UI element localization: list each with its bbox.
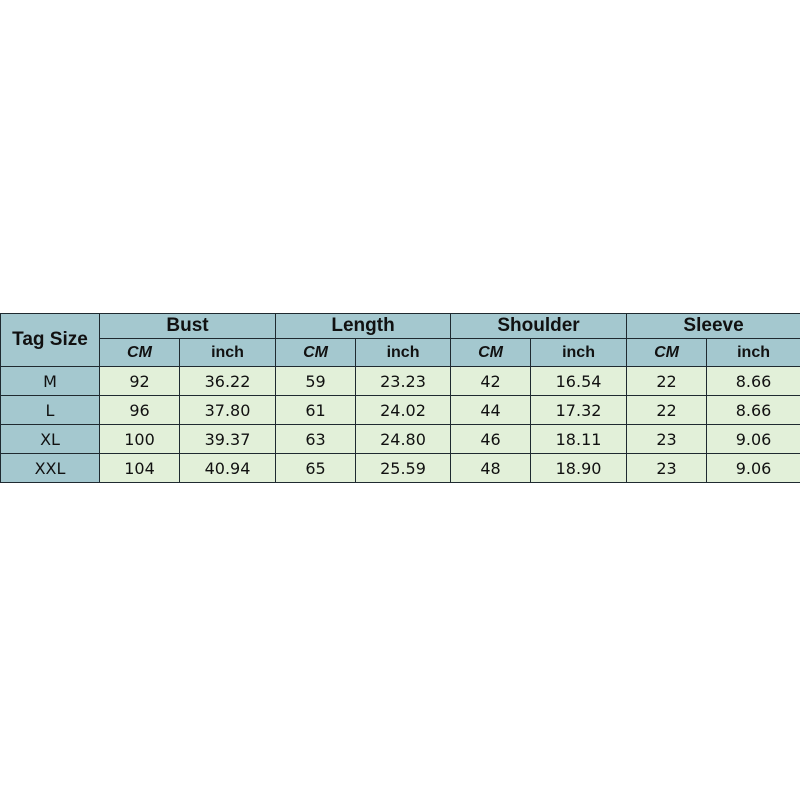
measurement-cell: 23 xyxy=(626,424,708,454)
measurement-cell: 9.06 xyxy=(706,453,800,483)
measurement-cell: 40.94 xyxy=(178,453,277,483)
measurement-cell: 63 xyxy=(275,424,357,454)
measurement-cell: 96 xyxy=(99,395,180,425)
measurement-cell: 23 xyxy=(626,453,708,483)
size-label-cell: M xyxy=(0,366,100,396)
measurement-cell: 100 xyxy=(99,424,180,454)
measurement-cell: 22 xyxy=(626,366,708,396)
measurement-cell: 37.80 xyxy=(178,395,277,425)
measurement-cell: 18.11 xyxy=(530,424,628,454)
measurement-cell: 24.02 xyxy=(355,395,452,425)
measurement-cell: 25.59 xyxy=(355,453,452,483)
size-label-cell: XXL xyxy=(0,453,100,483)
group-header-length: Length xyxy=(275,313,452,339)
measurement-cell: 18.90 xyxy=(530,453,628,483)
measurement-cell: 16.54 xyxy=(530,366,628,396)
group-header-row: Tag Size Bust Length Shoulder Sleeve xyxy=(0,313,800,367)
unit-header-cm: CM xyxy=(275,338,357,367)
measurement-cell: 23.23 xyxy=(355,366,452,396)
tag-size-header: Tag Size xyxy=(0,313,100,367)
table-row: XL 100 39.37 63 24.80 46 18.11 23 9.06 xyxy=(0,424,800,454)
unit-header-cm: CM xyxy=(626,338,708,367)
unit-header-inch: inch xyxy=(355,338,452,367)
unit-header-inch: inch xyxy=(530,338,628,367)
measurement-cell: 104 xyxy=(99,453,180,483)
measurement-cell: 36.22 xyxy=(178,366,277,396)
measurement-cell: 8.66 xyxy=(706,366,800,396)
size-chart-table: Tag Size Bust Length Shoulder Sleeve CM … xyxy=(0,313,800,483)
measurement-cell: 17.32 xyxy=(530,395,628,425)
measurement-cell: 92 xyxy=(99,366,180,396)
measurement-cell: 46 xyxy=(450,424,532,454)
measurement-cell: 48 xyxy=(450,453,532,483)
unit-header-cm: CM xyxy=(450,338,532,367)
group-header-sleeve: Sleeve xyxy=(626,313,800,339)
table-body: M 92 36.22 59 23.23 42 16.54 22 8.66 L 96 37.80 61 24… xyxy=(0,366,800,483)
measurement-cell: 65 xyxy=(275,453,357,483)
table-row: M 92 36.22 59 23.23 42 16.54 22 8.66 xyxy=(0,366,800,396)
measurement-cell: 39.37 xyxy=(178,424,277,454)
table-row: XXL 104 40.94 65 25.59 48 18.90 23 9.06 xyxy=(0,453,800,483)
measurement-cell: 42 xyxy=(450,366,532,396)
group-header-shoulder: Shoulder xyxy=(450,313,628,339)
measurement-cell: 8.66 xyxy=(706,395,800,425)
measurement-cell: 44 xyxy=(450,395,532,425)
table-row: L 96 37.80 61 24.02 44 17.32 22 8.66 xyxy=(0,395,800,425)
measurement-cell: 9.06 xyxy=(706,424,800,454)
measurement-cell: 24.80 xyxy=(355,424,452,454)
unit-header-cm: CM xyxy=(99,338,180,367)
size-label-cell: L xyxy=(0,395,100,425)
group-header-bust: Bust xyxy=(98,313,277,339)
unit-header-row: CM inch CM inch CM inch CM inch xyxy=(1,338,800,367)
measurement-cell: 61 xyxy=(275,395,357,425)
unit-header-inch: inch xyxy=(706,338,800,367)
measurement-cell: 59 xyxy=(275,366,357,396)
unit-header-inch: inch xyxy=(178,338,277,367)
measurement-cell: 22 xyxy=(626,395,708,425)
size-label-cell: XL xyxy=(0,424,100,454)
